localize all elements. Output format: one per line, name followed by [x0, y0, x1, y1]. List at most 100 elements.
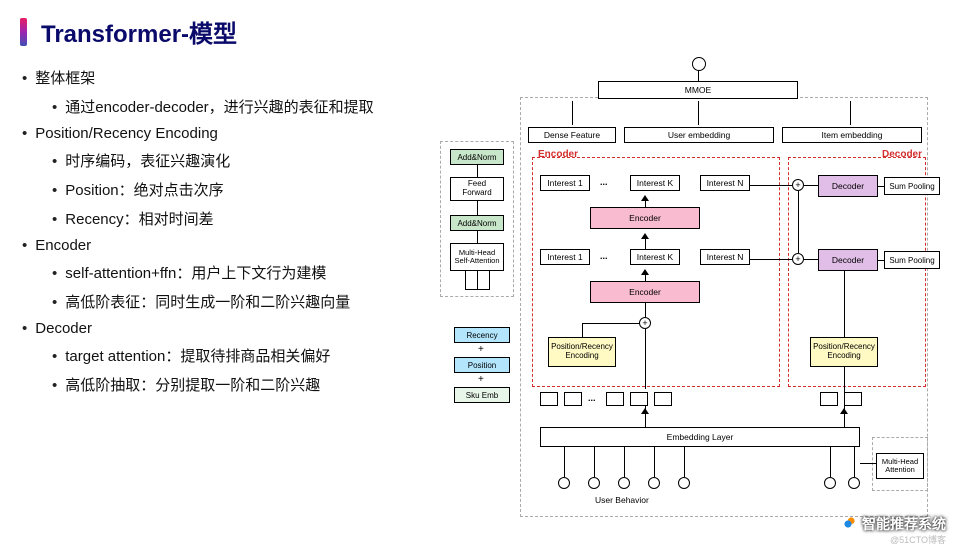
line	[844, 271, 845, 337]
b2-3: Recency：相对时间差	[52, 208, 430, 229]
line	[465, 289, 490, 290]
plus-icon: +	[478, 374, 484, 385]
sumpool-1: Sum Pooling	[884, 177, 940, 195]
ub-c	[824, 477, 836, 489]
item-embedding: Item embedding	[782, 127, 922, 143]
line	[798, 191, 799, 253]
content-row: 整体框架 通过encoder-decoder，进行兴趣的表征和提取 Positi…	[0, 57, 960, 527]
slot	[606, 392, 624, 406]
ub-c	[848, 477, 860, 489]
line	[804, 185, 818, 186]
line	[645, 201, 646, 207]
line	[850, 101, 851, 125]
title-accent	[20, 18, 27, 46]
skuemb-box: Sku Emb	[454, 387, 510, 403]
user-behavior-label: User Behavior	[595, 495, 649, 505]
mhsa: Multi-Head Self-Attention	[450, 243, 504, 271]
line	[860, 463, 876, 464]
b2-2: Position：绝对点击次序	[52, 179, 430, 200]
line	[489, 271, 490, 289]
b1: 整体框架 通过encoder-decoder，进行兴趣的表征和提取	[22, 67, 430, 117]
b3-2: 高低阶表征：同时生成一阶和二阶兴趣向量	[52, 291, 430, 312]
ub-c	[678, 477, 690, 489]
line	[477, 201, 478, 215]
b4-1: target attention：提取待排商品相关偏好	[52, 345, 430, 366]
b3: Encoder self-attention+ffn：用户上下文行为建模 高低阶…	[22, 237, 430, 312]
interestk-a: Interest K	[630, 175, 680, 191]
title-bar: Transformer-模型	[0, 0, 960, 57]
b4: Decoder target attention：提取待排商品相关偏好 高低阶抽…	[22, 320, 430, 395]
line	[572, 101, 573, 125]
line	[477, 231, 478, 243]
mha-box: Multi-Head Attention	[876, 453, 924, 479]
line	[804, 259, 818, 260]
addnorm-2: Add&Norm	[450, 215, 504, 231]
line	[654, 447, 655, 477]
b2: Position/Recency Encoding 时序编码，表征兴趣演化 Po…	[22, 125, 430, 229]
line	[477, 271, 478, 289]
plus-dec2: +	[792, 253, 804, 265]
dots: ...	[600, 177, 608, 187]
line	[582, 323, 583, 337]
plus-icon: +	[478, 344, 484, 355]
plus-encoder: +	[639, 317, 651, 329]
line	[465, 271, 466, 289]
encoder-box-1: Encoder	[590, 207, 700, 229]
slot	[564, 392, 582, 406]
mmoe-box: MMOE	[598, 81, 798, 99]
line	[594, 447, 595, 477]
user-embedding: User embedding	[624, 127, 774, 143]
b3-1: self-attention+ffn：用户上下文行为建模	[52, 262, 430, 283]
decoder-box-1: Decoder	[818, 175, 878, 197]
interest1-b: Interest 1	[540, 249, 590, 265]
slot	[820, 392, 838, 406]
sumpool-2: Sum Pooling	[884, 251, 940, 269]
line	[698, 101, 699, 125]
line	[645, 303, 646, 317]
line	[878, 260, 884, 261]
ub-c	[588, 477, 600, 489]
line	[616, 323, 640, 324]
line	[624, 447, 625, 477]
b1-1: 通过encoder-decoder，进行兴趣的表征和提取	[52, 96, 430, 117]
line	[750, 259, 792, 260]
dense-feature: Dense Feature	[528, 127, 616, 143]
interestn-b: Interest N	[700, 249, 750, 265]
posrec-left: Position/Recency Encoding	[548, 337, 616, 367]
interestk-b: Interest K	[630, 249, 680, 265]
decoder-label: Decoder	[882, 149, 922, 160]
dots2: ...	[600, 251, 608, 261]
output-circle	[692, 57, 706, 71]
arrow	[641, 408, 649, 414]
ub-c	[558, 477, 570, 489]
line	[750, 185, 792, 186]
arrow	[840, 408, 848, 414]
diagram: MMOE Dense Feature User embedding Item e…	[440, 57, 940, 527]
line	[698, 71, 699, 81]
line	[830, 447, 831, 477]
line	[645, 329, 646, 389]
watermark-text: 智能推荐系统	[862, 514, 946, 534]
position-box: Position	[454, 357, 510, 373]
line	[878, 186, 884, 187]
posrec-right: Position/Recency Encoding	[810, 337, 878, 367]
encoder-label: Encoder	[538, 149, 578, 160]
watermark: 智能推荐系统 @51CTO博客	[840, 514, 946, 534]
watermark-icon	[840, 516, 856, 532]
plus-dec1: +	[792, 179, 804, 191]
slot	[654, 392, 672, 406]
slot	[844, 392, 862, 406]
addnorm-1: Add&Norm	[450, 149, 504, 165]
page-title: Transformer-模型	[41, 14, 237, 49]
line	[477, 165, 478, 177]
encoder-box-2: Encoder	[590, 281, 700, 303]
line	[854, 447, 855, 477]
decoder-box-2: Decoder	[818, 249, 878, 271]
line	[564, 447, 565, 477]
line	[645, 275, 646, 281]
line	[582, 323, 616, 324]
b2-1: 时序编码，表征兴趣演化	[52, 150, 430, 171]
slot	[540, 392, 558, 406]
feedfwd: Feed Forward	[450, 177, 504, 201]
interestn-a: Interest N	[700, 175, 750, 191]
